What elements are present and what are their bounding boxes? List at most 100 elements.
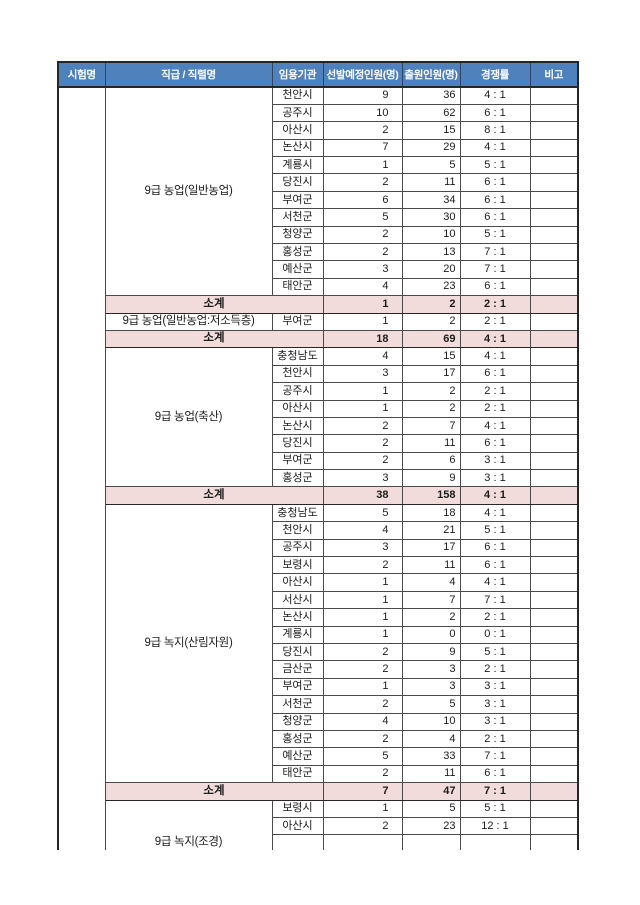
agency-cell: 아산시 [271,121,324,140]
applicants-cell: 7 [401,416,461,436]
table-row: 9급 농업(일반농업) 천안시 9 36 4 : 1 [57,86,579,850]
ratio-cell: 3 : 1 [459,695,531,714]
note-cell [529,121,579,140]
applicants-cell: 3 [401,677,461,697]
ratio-cell: 3 : 1 [459,469,531,488]
ratio-cell: 4 : 1 [459,573,531,592]
applicants-cell: 4 [401,573,461,592]
planned-cell: 1 [322,799,403,818]
table-row: 천안시 3 17 6 : 1 [58,364,579,384]
agency-cell: 홍성군 [271,469,324,488]
note-cell [529,799,579,818]
table-row: 공주시 1 2 2 : 1 [58,382,579,401]
agency-cell [271,834,324,850]
planned-cell: 4 [322,521,403,540]
agency-cell: 논산시 [271,608,324,627]
agency-cell: 홍성군 [271,243,324,262]
agency-cell: 공주시 [271,538,324,558]
applicants-cell: 7 [401,590,461,610]
note-cell [529,677,579,697]
agency-cell: 천안시 [271,364,324,384]
applicants-cell: 33 [401,747,461,766]
note-cell [529,729,579,749]
note-cell [529,695,579,714]
table-row: 9급 농업(일반농업:저소득층) 부여군 1 2 2 : 1 [58,312,579,331]
note-cell [529,642,579,662]
agency-cell: 부여군 [271,451,324,471]
agency-cell: 천안시 [271,521,324,540]
subtotal-note-cell [529,295,579,314]
ratio-cell: 8 : 1 [459,121,531,140]
applicants-cell: 36 [401,86,461,105]
note-cell [529,208,579,227]
planned-cell: 2 [322,695,403,714]
subtotal-planned-cell: 38 [322,486,403,505]
planned-cell: 5 [322,208,403,227]
subtotal-planned-cell: 1 [322,295,403,314]
table-row: 9급 녹지(산림자원) 충청남도 5 18 4 : 1 [58,503,579,784]
agency-cell: 보령시 [271,799,324,818]
ratio-cell: 3 : 1 [459,677,531,697]
note-cell [529,712,579,731]
planned-cell: 5 [322,747,403,766]
agency-cell: 아산시 [271,573,324,592]
ratio-cell: 6 : 1 [459,103,531,123]
applicants-cell: 30 [401,208,461,227]
planned-cell: 3 [322,364,403,384]
note-cell [529,243,579,262]
applicants-cell: 23 [401,277,461,297]
applicants-cell: 2 [401,608,461,627]
applicants-cell: 21 [401,521,461,540]
ratio-cell: 4 : 1 [459,86,531,105]
applicants-cell: 9 [401,469,461,488]
agency-cell: 부여군 [271,677,324,697]
applicants-cell: 29 [401,138,461,158]
agency-cell: 논산시 [271,416,324,436]
section-label-cell: 9급 녹지(산림자원) [104,503,273,784]
planned-cell: 1 [322,608,403,627]
table-row: 금산군 2 3 2 : 1 [58,660,579,679]
ratio-cell: 6 : 1 [459,208,531,227]
header-cell-rank-series: 직급 / 직렬명 [104,61,273,88]
planned-cell: 3 [322,538,403,558]
note-cell [529,503,579,523]
planned-cell: 2 [322,451,403,471]
ratio-cell: 7 : 1 [459,243,531,262]
ratio-cell: 4 : 1 [459,416,531,436]
note-cell [529,573,579,592]
ratio-cell: 2 : 1 [459,399,531,418]
ratio-cell: 2 : 1 [459,729,531,749]
table-row: 예산군 5 33 7 : 1 [58,747,579,766]
agency-cell: 서산시 [271,590,324,610]
applicants-cell: 17 [401,364,461,384]
note-cell [529,538,579,558]
applicants-cell: 17 [401,538,461,558]
applicants-cell: 6 [401,451,461,471]
planned-cell: 2 [322,173,403,192]
applicants-cell: 62 [401,103,461,123]
section-label-cell: 9급 농업(일반농업:저소득층) [104,312,273,331]
subtotal-planned-cell: 7 [322,782,403,801]
planned-cell: 4 [322,277,403,297]
subtotal-note-cell [529,782,579,801]
table-row: 서천군 5 30 6 : 1 [58,208,579,227]
subtotal-ratio-cell: 2 : 1 [459,295,531,314]
header-cell-note: 비고 [529,61,579,88]
header-cell-ratio: 경쟁률 [459,61,531,88]
subtotal-applicants-cell: 69 [401,329,461,349]
table-row: 논산시 1 2 2 : 1 [58,608,579,627]
planned-cell: 1 [322,382,403,401]
ratio-cell: 3 : 1 [459,451,531,471]
subtotal-ratio-cell: 4 : 1 [459,329,531,349]
agency-cell: 금산군 [271,660,324,679]
agency-cell: 보령시 [271,556,324,575]
note-cell [529,86,579,105]
ratio-cell: 7 : 1 [459,747,531,766]
agency-cell: 청양군 [271,712,324,731]
subtotal-note-cell [529,329,579,349]
table-clip-region: 시험명 직급 / 직렬명 임용기관 선발예정인원(명) 출원인원(명) 경쟁률 비고 9급 … [57,61,582,850]
agency-cell: 충청남도 [271,347,324,366]
header-cell-agency: 임용기관 [271,61,324,88]
planned-cell: 4 [322,347,403,366]
ratio-cell: 4 : 1 [459,138,531,158]
